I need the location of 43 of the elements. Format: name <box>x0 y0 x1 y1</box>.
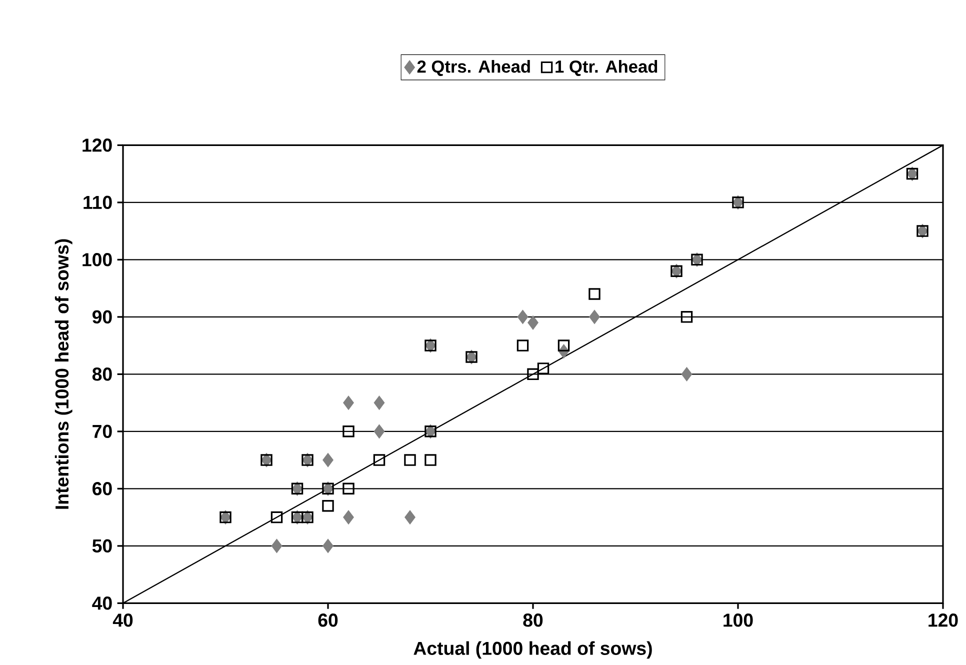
point <box>516 340 529 352</box>
point <box>680 311 693 323</box>
point <box>342 482 354 495</box>
point <box>681 367 692 381</box>
point <box>374 396 385 410</box>
y-tick-label: 60 <box>92 482 112 496</box>
y-tick-label: 100 <box>82 253 112 266</box>
point <box>404 454 416 466</box>
point <box>373 454 386 466</box>
x-tick-label: 80 <box>523 614 543 627</box>
y-axis-title: Intentions (1000 head of sows) <box>54 239 72 509</box>
y-tick-label: 40 <box>92 596 112 610</box>
point <box>374 424 385 438</box>
point <box>271 539 282 553</box>
point <box>517 310 528 324</box>
point <box>588 288 600 300</box>
point <box>270 511 283 524</box>
x-axis-title: Actual (1000 head of sows) <box>414 641 652 659</box>
point <box>322 500 334 512</box>
y-tick-label: 110 <box>84 196 112 210</box>
y-tick-label: 70 <box>92 424 112 438</box>
y-tick-label: 90 <box>92 310 112 324</box>
point <box>527 368 539 380</box>
point <box>558 340 570 352</box>
point <box>342 426 354 438</box>
point <box>404 510 416 524</box>
point <box>424 454 436 466</box>
point <box>537 362 550 374</box>
x-tick-label: 40 <box>112 614 133 627</box>
x-tick-label: 60 <box>318 614 338 627</box>
point <box>343 510 354 524</box>
x-tick-label: 120 <box>928 614 958 627</box>
point <box>343 396 354 410</box>
point <box>322 453 334 467</box>
x-tick-label: 100 <box>724 614 753 627</box>
point <box>322 539 334 553</box>
y-tick-label: 50 <box>92 539 112 553</box>
legend-label: 1 Qtr. Ahead <box>556 60 658 76</box>
y-tick-label: 80 <box>92 368 112 381</box>
point <box>589 310 600 324</box>
point <box>528 316 538 330</box>
legend-label: 2 Qtrs. Ahead <box>417 60 530 76</box>
y-tick-label: 120 <box>82 138 112 152</box>
